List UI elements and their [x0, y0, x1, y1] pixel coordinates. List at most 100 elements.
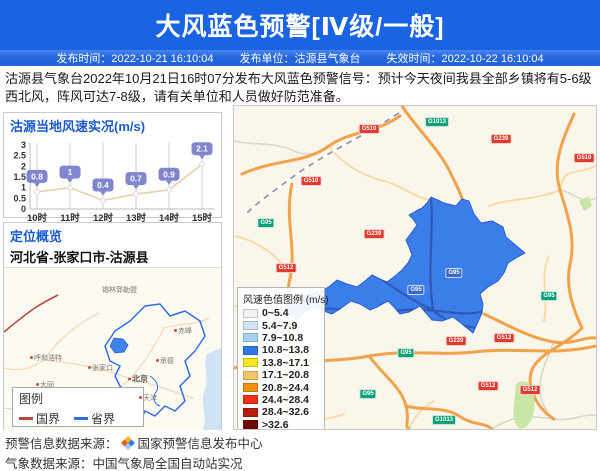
- svg-text:3: 3: [21, 140, 26, 150]
- svg-text:2.5: 2.5: [13, 151, 26, 161]
- road-badge-g1013-1: G1013: [424, 117, 450, 127]
- boundary-legend-label: 省界: [91, 412, 116, 426]
- road-badge-g95-14: G95: [359, 389, 377, 399]
- svg-text:1.5: 1.5: [13, 172, 26, 182]
- svg-text:0.7: 0.7: [130, 174, 142, 184]
- wind-legend-title: 风速色值图例 (m/s): [243, 295, 329, 306]
- svg-text:0.5: 0.5: [13, 193, 26, 203]
- svg-text:14时: 14时: [159, 212, 180, 223]
- wind-legend-swatch: [243, 407, 258, 417]
- road-badge-g95-9: G95: [407, 285, 425, 295]
- location-title: 定位概览: [10, 229, 63, 244]
- boundary-legend-swatch: [74, 417, 89, 420]
- mini-map-legend: 图例 国界 省界: [12, 387, 144, 427]
- road-badge-g95-5: G95: [257, 218, 275, 228]
- wind-legend-range: 0~5.4: [262, 307, 289, 320]
- wind-legend-item-3: 10.8~13.8: [243, 344, 320, 356]
- wind-legend-item-9: >32.6: [243, 418, 320, 430]
- wind-chart-panel: 沽源当地风速实况(m/s) 0 0.5 1 1.5 2 2.5 3 0.8 1 0.4 0.7 0.9…: [3, 112, 222, 223]
- wind-legend-range: 17.1~20.8: [262, 369, 310, 382]
- svg-text:1: 1: [21, 183, 26, 193]
- road-badge-g239-12: G239: [445, 336, 467, 346]
- road-badge-g95-8: G95: [445, 268, 463, 278]
- wind-legend-item-1: 5.4~7.9: [243, 319, 320, 332]
- road-badge-g512-16: G512: [519, 385, 541, 395]
- road-badge-g512-15: G512: [477, 381, 499, 391]
- wind-legend-item-5: 17.1~20.8: [243, 369, 320, 381]
- footer-line2: 气象数据来源：中国气象局全国自动站实况: [5, 457, 243, 471]
- wind-legend-item-7: 24.4~28.4: [243, 394, 320, 406]
- road-badge-g510-3: G510: [573, 153, 595, 163]
- wind-legend-range: 24.4~28.4: [262, 393, 310, 406]
- boundary-legend-item-1: 省界: [74, 410, 115, 427]
- wind-legend-item-6: 20.8~24.4: [243, 381, 320, 394]
- mini-map-label-2: 赤峰: [174, 326, 192, 336]
- mini-map-label-7: 天津: [139, 393, 157, 403]
- info-bar: 发布时间：2022-10-21 16:10:04 发布单位：沽源县气象台 失效时间：…: [0, 50, 600, 66]
- footer-line1: 预警信息数据来源： 国家预警信息发布中心: [5, 433, 263, 452]
- wind-legend-range: 20.8~24.4: [262, 381, 310, 394]
- svg-text:10时: 10时: [27, 212, 48, 223]
- location-panel: 定位概览 河北省-张家口市-沽源县 图例 国界 省界: [3, 222, 222, 430]
- boundary-legend-swatch: [19, 417, 33, 420]
- page-title: 大风蓝色预警[Ⅳ级/一般]: [155, 13, 445, 41]
- wind-legend-range: 7.9~10.8: [262, 331, 304, 344]
- wind-legend-item-2: 7.9~10.8: [243, 332, 320, 344]
- svg-text:0.8: 0.8: [31, 171, 43, 181]
- info-item-1: 发布单位：沽源县气象台: [239, 53, 361, 65]
- wind-legend-swatch: [243, 420, 258, 429]
- wind-legend-swatch: [243, 395, 258, 405]
- main-map[interactable]: 风速色值图例 (m/s) 0~5.4 5.4~7.9 7.9~10.8 10.8~13…: [233, 105, 597, 430]
- footer-source1-label: 预警信息数据来源：: [5, 437, 118, 451]
- road-badge-g512-7: G512: [275, 263, 297, 273]
- road-badge-g95-11: G95: [397, 348, 415, 358]
- road-badge-g239-2: G239: [490, 134, 512, 144]
- bulletin-text: 沽源县气象台2022年10月21日16时07分发布大风蓝色预警信号：预计今天夜间…: [5, 71, 592, 104]
- wind-chart-title: 沽源当地风速实况(m/s): [10, 119, 146, 134]
- info-item-2: 失效时间：2022-10-22 16:10:04: [386, 53, 544, 65]
- wind-legend: 风速色值图例 (m/s) 0~5.4 5.4~7.9 7.9~10.8 10.8~13…: [237, 287, 329, 430]
- wind-legend-swatch: [243, 370, 258, 380]
- header: 大风蓝色预警[Ⅳ级/一般]: [0, 0, 600, 50]
- svg-text:2: 2: [21, 161, 26, 171]
- location-breadcrumb: 河北省-张家口市-沽源县: [10, 250, 149, 265]
- svg-text:1: 1: [68, 167, 73, 177]
- mini-map-label-4: 张家口: [88, 363, 113, 373]
- wind-legend-range: 10.8~13.8: [262, 344, 310, 357]
- mini-map[interactable]: 图例 国界 省界 锡林郭勒盟呼和浩特 赤峰承德张家口大同 北京天津: [4, 267, 221, 430]
- wind-legend-range: >32.6: [262, 418, 289, 430]
- road-badge-g510-4: G510: [300, 176, 322, 186]
- svg-text:0.4: 0.4: [97, 180, 109, 190]
- wind-legend-swatch: [243, 321, 258, 331]
- boundary-legend-item-0: 国界: [19, 410, 60, 427]
- road-badge-g239-6: G239: [363, 229, 385, 239]
- mini-map-label-6: 北京: [128, 374, 148, 385]
- wind-legend-item-8: 28.4~32.6: [243, 406, 320, 418]
- mini-map-label-1: 呼和浩特: [30, 353, 62, 363]
- wind-legend-item-0: 0~5.4: [243, 307, 320, 319]
- national-boundary-line: [4, 294, 59, 333]
- road-badge-g512-13: G512: [493, 333, 515, 343]
- mini-map-legend-title: 图例: [19, 392, 44, 406]
- road-badge-g510-0: G510: [358, 124, 380, 134]
- wind-speed-chart: 0 0.5 1 1.5 2 2.5 3 0.8 1 0.4 0.7 0.9 2.1 10时 11时 12时 13…: [4, 135, 221, 223]
- county-highlight: [109, 337, 129, 354]
- wind-legend-swatch: [243, 345, 258, 355]
- wind-legend-swatch: [243, 308, 258, 318]
- info-item-0: 发布时间：2022-10-21 16:10:04: [56, 53, 214, 65]
- svg-text:12时: 12时: [93, 212, 114, 223]
- svg-text:13时: 13时: [126, 212, 147, 223]
- wind-legend-swatch: [243, 383, 258, 393]
- warning-center-logo-icon: [120, 435, 135, 450]
- warning-region-polygon: [286, 196, 526, 334]
- footer-source1-value: 国家预警信息发布中心: [137, 437, 263, 451]
- mini-map-label-0: 锡林郭勒盟: [102, 287, 137, 294]
- mini-map-label-5: 大同: [36, 380, 54, 390]
- svg-text:0.9: 0.9: [163, 169, 175, 179]
- road-badge-g1013-17: G1013: [431, 415, 457, 425]
- wind-legend-range: 13.8~17.1: [262, 356, 310, 369]
- wind-legend-swatch: [243, 358, 258, 368]
- mini-map-label-3: 承德: [156, 356, 174, 366]
- svg-text:15时: 15时: [192, 212, 213, 223]
